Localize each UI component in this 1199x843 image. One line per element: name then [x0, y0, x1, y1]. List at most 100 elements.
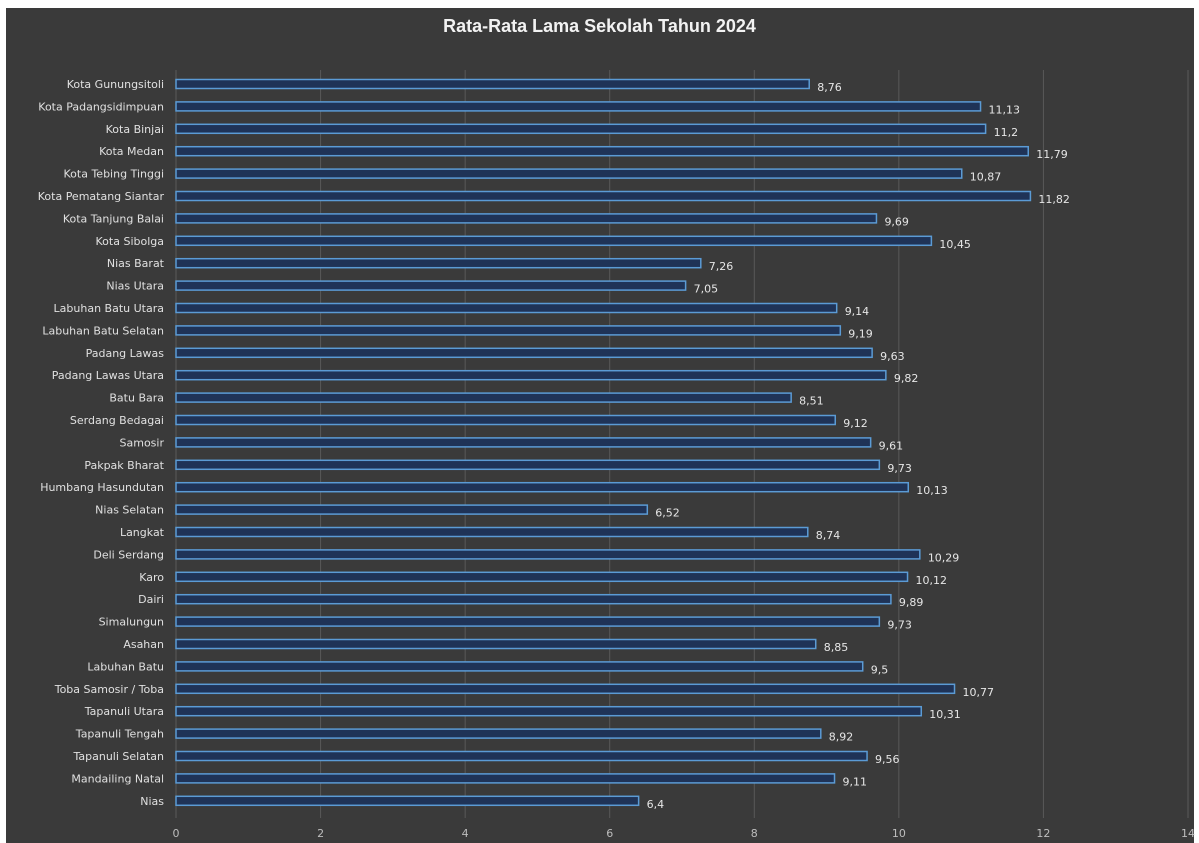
bar	[175, 78, 810, 90]
bar	[175, 101, 982, 112]
category-label: Padang Lawas	[86, 347, 165, 360]
category-label: Nias	[140, 795, 164, 808]
x-tick-label: 2	[317, 827, 324, 840]
category-label: Nias Barat	[107, 257, 165, 270]
bar	[175, 437, 872, 448]
category-label: Labuhan Batu Selatan	[42, 324, 164, 337]
bar	[175, 347, 873, 359]
data-label: 10,77	[963, 686, 995, 699]
bar	[175, 481, 910, 493]
data-label: 8,76	[817, 81, 842, 94]
bar	[175, 773, 836, 784]
bar	[175, 302, 838, 314]
data-label: 11,2	[994, 126, 1019, 139]
x-tick-label: 6	[606, 827, 613, 840]
category-labels: Kota Gunungsitoli Kota Padangsidimpuan Kot…	[38, 78, 165, 808]
bar	[175, 728, 822, 739]
value-labels: 8,76 11,13 11,2 11,79 10,87 11,82 9,69 10,45 7,2…	[647, 81, 1070, 811]
data-label: 9,73	[887, 462, 912, 475]
bar	[175, 145, 1029, 157]
bar	[175, 392, 792, 403]
category-label: Batu Bara	[109, 392, 164, 405]
category-label: Humbang Hasundutan	[40, 481, 164, 494]
data-label: 8,85	[824, 641, 849, 654]
data-label: 8,92	[829, 731, 854, 744]
bar	[175, 750, 868, 762]
data-label: 11,82	[1038, 193, 1070, 206]
category-label: Samosir	[120, 436, 165, 449]
category-label: Padang Lawas Utara	[52, 369, 164, 382]
bar	[175, 661, 864, 672]
category-label: Deli Serdang	[93, 548, 164, 561]
bar	[175, 683, 956, 695]
data-label: 10,31	[929, 708, 961, 721]
data-label: 9,63	[880, 350, 905, 363]
category-label: Karo	[139, 571, 164, 584]
category-label: Kota Tebing Tinggi	[64, 168, 164, 181]
category-label: Tapanuli Selatan	[73, 750, 165, 763]
bar	[175, 168, 963, 179]
bar	[175, 504, 649, 515]
data-label: 6,4	[647, 798, 665, 811]
data-label: 6,52	[655, 507, 680, 520]
bar	[175, 616, 881, 627]
data-label: 7,26	[709, 260, 734, 273]
category-label: Toba Samosir / Toba	[54, 683, 164, 696]
data-label: 9,89	[899, 596, 924, 609]
bar	[175, 280, 687, 291]
data-label: 9,12	[843, 417, 868, 430]
category-label: Nias Utara	[106, 280, 164, 293]
category-label: Tapanuli Tengah	[75, 728, 164, 741]
bar	[175, 235, 933, 247]
bar	[175, 549, 921, 560]
bar	[175, 257, 702, 269]
chart-title: Rata-Rata Lama Sekolah Tahun 2024	[443, 16, 756, 36]
bar	[175, 190, 1032, 202]
x-tick-label: 4	[462, 827, 469, 840]
data-label: 9,61	[879, 439, 904, 452]
category-label: Pakpak Bharat	[84, 459, 164, 472]
data-label: 8,51	[799, 395, 824, 408]
category-label: Dairi	[138, 593, 164, 606]
x-tick-label: 8	[751, 827, 758, 840]
category-label: Serdang Bedagai	[70, 414, 164, 427]
category-label: Tapanuli Utara	[84, 705, 164, 718]
bar	[175, 213, 878, 224]
data-label: 8,74	[816, 529, 841, 542]
category-label: Kota Tanjung Balai	[63, 212, 164, 225]
bar	[175, 459, 881, 471]
x-tick-label: 12	[1036, 827, 1050, 840]
bar	[175, 414, 836, 426]
data-label: 9,73	[887, 619, 912, 632]
bar	[175, 795, 640, 807]
data-label: 10,13	[916, 484, 948, 497]
data-label: 10,87	[970, 171, 1002, 184]
category-label: Simalungun	[99, 616, 164, 629]
data-label: 7,05	[694, 283, 719, 296]
bar	[175, 638, 817, 650]
data-label: 11,79	[1036, 148, 1068, 161]
category-label: Nias Selatan	[95, 504, 164, 517]
category-label: Kota Gunungsitoli	[67, 78, 164, 91]
x-axis-ticks: 0 2 4 6 8 10 12 14	[173, 827, 1196, 840]
category-label: Kota Binjai	[106, 123, 164, 136]
data-label: 10,29	[928, 551, 960, 564]
category-label: Mandailing Natal	[71, 772, 164, 785]
bar	[175, 705, 923, 717]
category-label: Labuhan Batu	[87, 660, 164, 673]
category-label: Langkat	[120, 526, 165, 539]
category-label: Kota Sibolga	[96, 235, 164, 248]
data-label: 9,82	[894, 372, 919, 385]
bar	[175, 593, 892, 605]
data-label: 9,14	[845, 305, 870, 318]
x-tick-label: 10	[892, 827, 906, 840]
bar	[175, 325, 842, 336]
x-tick-label: 0	[173, 827, 180, 840]
data-label: 10,45	[939, 238, 971, 251]
data-label: 10,12	[916, 574, 948, 587]
data-label: 9,5	[871, 663, 889, 676]
data-label: 9,56	[875, 753, 900, 766]
x-tick-label: 14	[1181, 827, 1195, 840]
category-label: Asahan	[123, 638, 164, 651]
